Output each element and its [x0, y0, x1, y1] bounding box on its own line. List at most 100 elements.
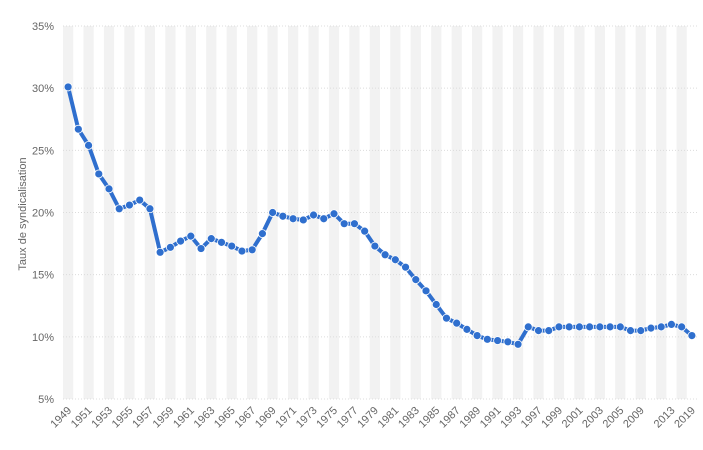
x-tick-label: 1957: [130, 405, 156, 431]
data-point[interactable]: [534, 326, 543, 336]
x-tick-label: 1979: [355, 405, 381, 431]
data-point[interactable]: [401, 262, 410, 272]
data-point[interactable]: [165, 242, 175, 252]
data-point[interactable]: [206, 234, 216, 244]
data-point[interactable]: [94, 169, 104, 179]
data-point[interactable]: [319, 214, 329, 224]
data-point[interactable]: [442, 313, 451, 323]
data-point[interactable]: [431, 300, 441, 309]
data-point[interactable]: [646, 323, 656, 333]
x-tick-label: 2003: [580, 405, 606, 431]
data-points: [63, 82, 697, 349]
y-tick-label: 20%: [32, 208, 54, 220]
y-axis-title: Taux de syndicalisation: [17, 157, 29, 270]
data-point[interactable]: [63, 82, 73, 92]
data-point[interactable]: [656, 322, 666, 332]
data-point[interactable]: [523, 322, 533, 332]
background-band: [390, 26, 401, 399]
y-tick-label: 35%: [32, 21, 54, 33]
data-point[interactable]: [186, 231, 196, 241]
x-tick-label: 1987: [437, 405, 463, 431]
x-tick-label: 1993: [498, 405, 524, 431]
data-point[interactable]: [247, 245, 257, 255]
data-point[interactable]: [114, 204, 124, 214]
y-tick-label: 25%: [32, 145, 54, 157]
data-point[interactable]: [575, 322, 584, 332]
background-band: [431, 26, 442, 399]
data-point[interactable]: [217, 237, 226, 247]
data-point[interactable]: [626, 326, 635, 336]
data-point[interactable]: [544, 326, 554, 336]
data-point[interactable]: [339, 219, 349, 229]
data-point[interactable]: [196, 244, 206, 253]
x-tick-label: 1955: [110, 405, 136, 431]
background-band: [410, 26, 421, 399]
data-point[interactable]: [472, 331, 482, 340]
x-tick-label: 1953: [89, 405, 115, 431]
data-point[interactable]: [687, 331, 697, 340]
x-tick-label: 1999: [539, 405, 565, 431]
x-tick-label: 1951: [69, 405, 95, 431]
x-tick-label: 1965: [212, 405, 238, 431]
data-point[interactable]: [176, 236, 185, 246]
data-point[interactable]: [370, 241, 380, 251]
x-tick-label: 2005: [601, 405, 627, 431]
data-point[interactable]: [73, 124, 83, 134]
data-point[interactable]: [298, 215, 308, 225]
data-point[interactable]: [605, 322, 615, 332]
background-band: [287, 26, 299, 399]
data-point[interactable]: [452, 318, 462, 328]
data-point[interactable]: [145, 204, 155, 214]
data-point[interactable]: [268, 208, 278, 217]
data-point[interactable]: [288, 214, 298, 224]
data-point[interactable]: [125, 200, 134, 210]
data-point[interactable]: [390, 255, 400, 265]
data-point[interactable]: [564, 322, 574, 332]
data-point[interactable]: [155, 247, 165, 257]
x-tick-label: 1991: [478, 405, 504, 431]
data-point[interactable]: [84, 140, 93, 150]
data-point[interactable]: [350, 219, 359, 229]
background-band: [533, 26, 544, 399]
y-tick-label: 15%: [32, 270, 54, 282]
data-point[interactable]: [677, 322, 687, 332]
background-band: [83, 26, 94, 399]
data-point[interactable]: [237, 246, 247, 256]
data-point[interactable]: [104, 184, 114, 194]
data-point[interactable]: [227, 241, 237, 251]
data-point[interactable]: [615, 322, 625, 332]
background-band: [594, 26, 605, 399]
background-band: [492, 26, 503, 399]
data-point[interactable]: [278, 211, 288, 221]
x-tick-label: 1969: [253, 405, 279, 431]
data-point[interactable]: [493, 336, 502, 345]
data-point[interactable]: [329, 209, 339, 219]
x-tick-label: 1973: [294, 405, 320, 431]
data-point[interactable]: [309, 210, 318, 220]
data-point[interactable]: [360, 226, 370, 236]
data-point[interactable]: [462, 324, 472, 334]
x-tick-label: 2009: [621, 405, 647, 431]
background-band: [165, 26, 176, 399]
data-point[interactable]: [554, 322, 564, 332]
data-point[interactable]: [258, 229, 267, 239]
x-tick-label: 1983: [396, 405, 422, 431]
data-point[interactable]: [667, 319, 676, 329]
data-point[interactable]: [636, 326, 646, 336]
background-band: [615, 26, 626, 399]
data-point[interactable]: [380, 250, 390, 260]
data-point[interactable]: [595, 322, 605, 332]
data-point[interactable]: [135, 195, 145, 205]
data-point[interactable]: [411, 275, 421, 285]
background-band: [185, 26, 196, 399]
data-point[interactable]: [482, 334, 492, 344]
y-tick-label: 10%: [32, 332, 54, 344]
x-tick-label: 1959: [151, 405, 177, 431]
data-point[interactable]: [513, 339, 523, 349]
x-tick-label: 1985: [417, 405, 443, 431]
y-tick-label: 30%: [32, 83, 54, 95]
data-point[interactable]: [421, 286, 431, 296]
data-point[interactable]: [503, 337, 513, 347]
x-tick-label: 1977: [335, 405, 361, 431]
data-point[interactable]: [585, 322, 595, 332]
